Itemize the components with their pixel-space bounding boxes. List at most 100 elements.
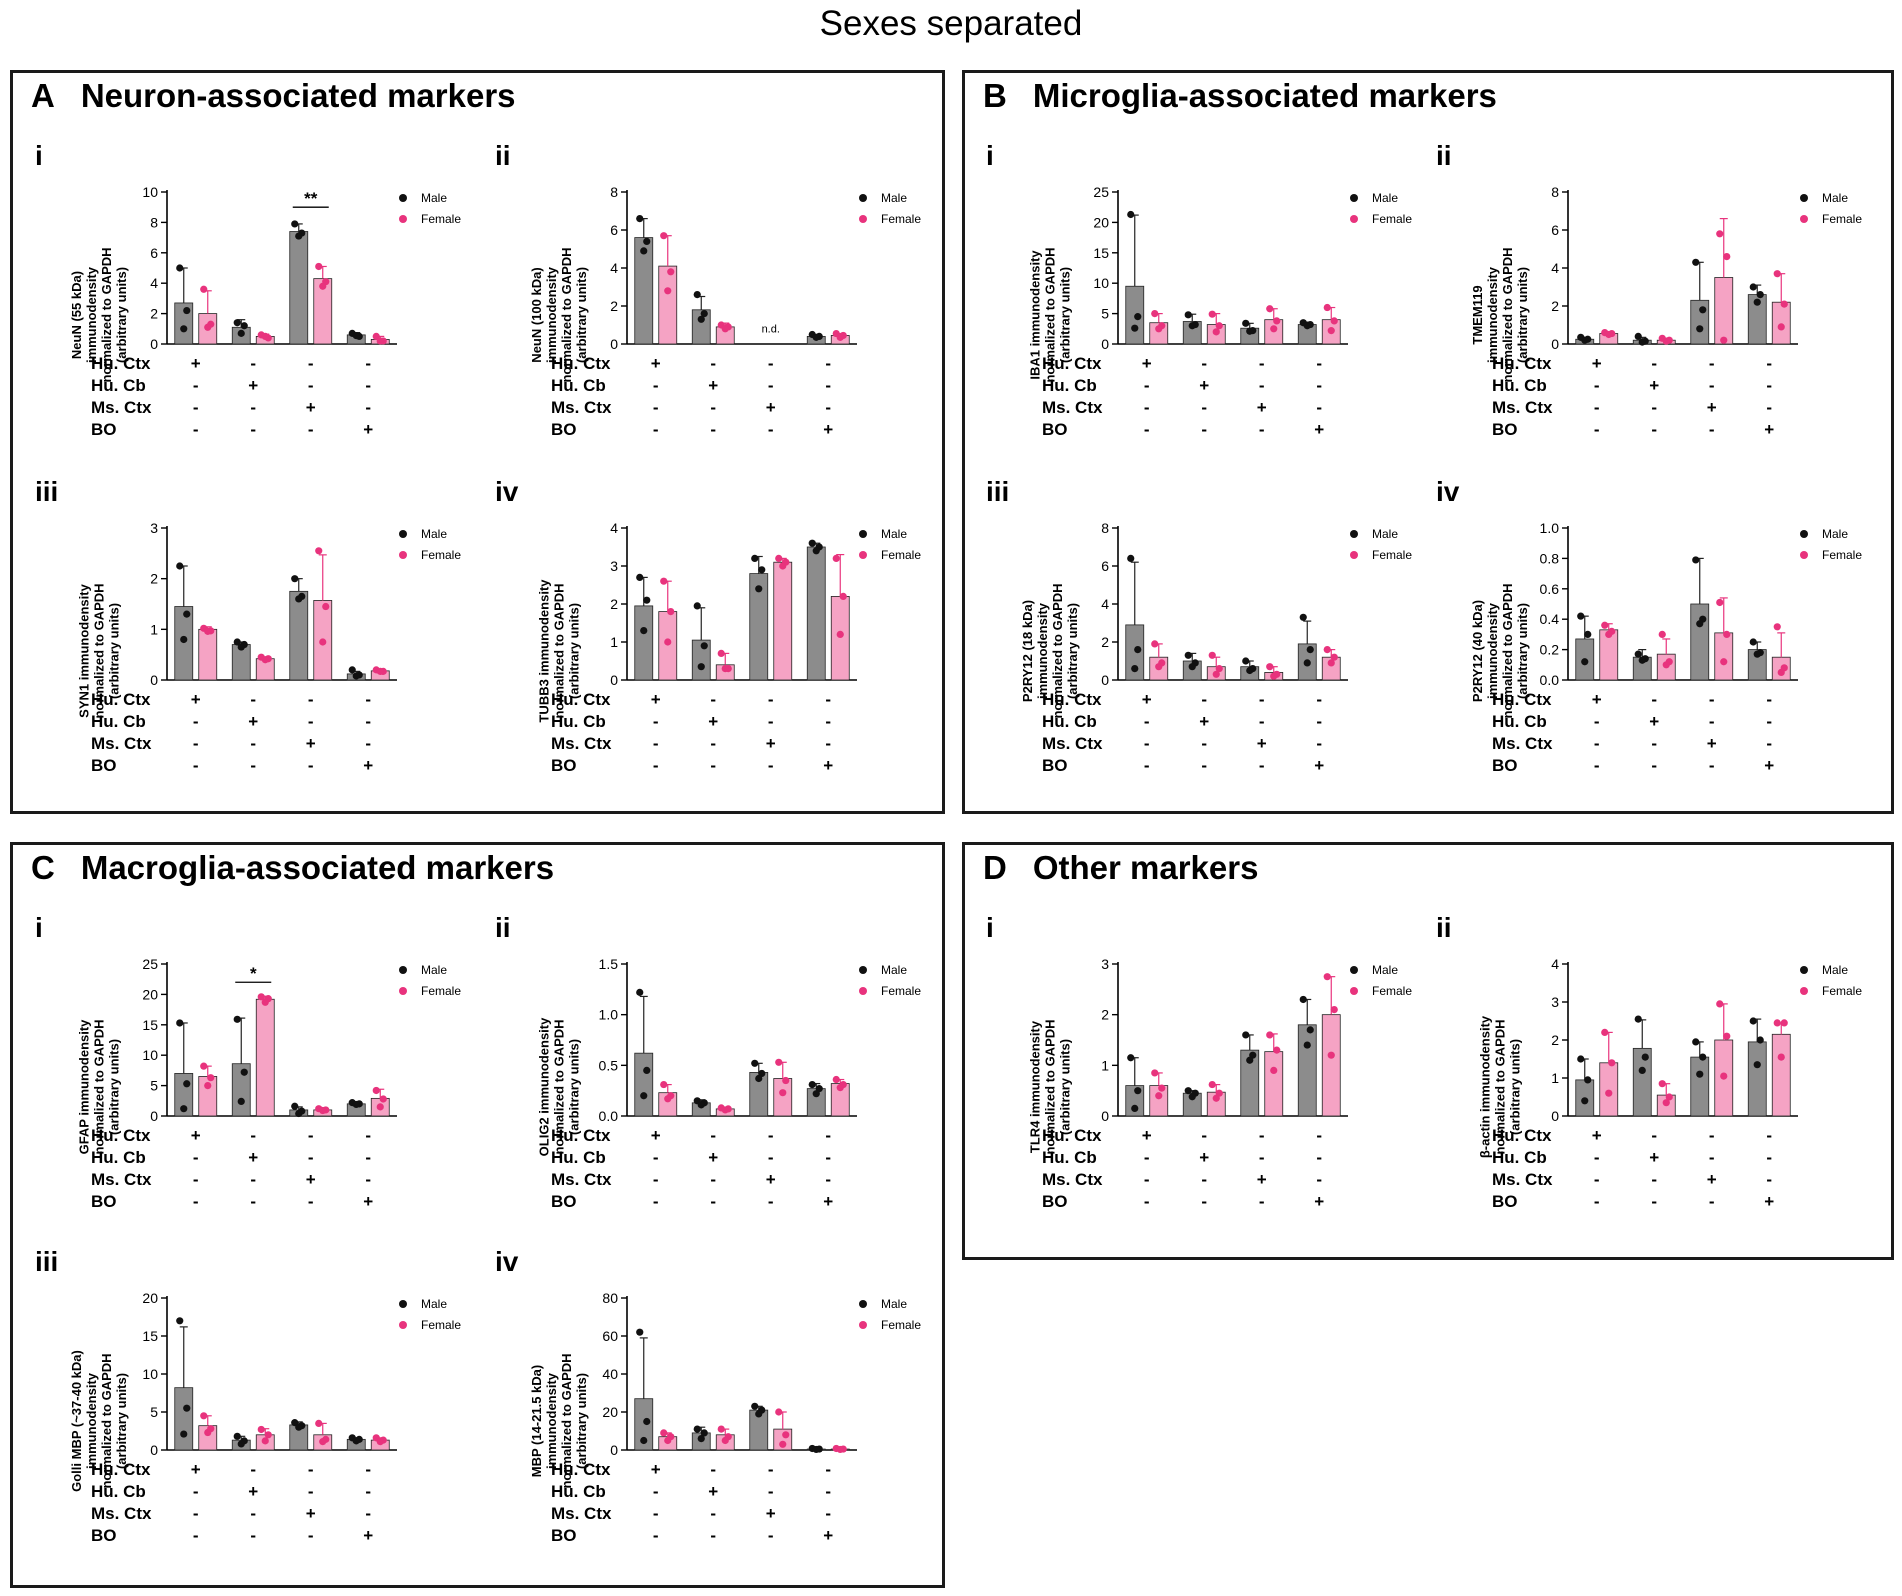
female-data-point	[1208, 651, 1216, 659]
female-data-point	[1773, 623, 1781, 631]
male-bar	[1690, 603, 1710, 681]
y-tick-label: 0	[1101, 1108, 1109, 1124]
condition-marker: -	[1651, 1126, 1658, 1145]
male-data-point	[176, 1317, 184, 1325]
condition-marker: -	[767, 1460, 774, 1479]
legend-female: Female	[1350, 213, 1412, 234]
condition-marker: +	[1649, 1148, 1660, 1167]
female-data-point	[664, 287, 672, 295]
condition-marker: -	[1316, 376, 1323, 395]
condition-label: BO	[1042, 420, 1068, 439]
condition-marker: +	[1706, 398, 1717, 417]
female-dot-icon	[1800, 215, 1808, 223]
legend-label: Female	[1822, 548, 1863, 562]
legend-label: Male	[421, 191, 448, 205]
female-dot-icon	[859, 1321, 867, 1329]
condition-marker: -	[1766, 734, 1773, 753]
chart-olig2: ii OLIG2 immunodensity normalized to GAPDH…	[495, 912, 955, 1212]
male-data-point	[636, 215, 644, 223]
female-data-point	[1158, 1084, 1166, 1092]
condition-marker: -	[1593, 1192, 1600, 1211]
condition-marker: +	[190, 354, 201, 373]
condition-marker: -	[1316, 712, 1323, 731]
male-data-point	[758, 566, 766, 574]
condition-marker: +	[708, 376, 719, 395]
female-bar	[1771, 301, 1791, 345]
condition-marker: +	[823, 1526, 834, 1545]
condition-label: Ms. Ctx	[91, 734, 152, 753]
condition-label: Ms. Ctx	[551, 398, 612, 417]
condition-marker: +	[823, 756, 834, 775]
male-data-point	[180, 325, 188, 333]
condition-marker: -	[1651, 734, 1658, 753]
condition-marker: -	[1201, 420, 1208, 439]
female-data-point	[1662, 337, 1670, 345]
male-data-point	[1127, 554, 1135, 562]
condition-marker: -	[307, 1126, 314, 1145]
condition-row: Hu. Ctx + - - -	[1492, 1126, 1892, 1148]
condition-marker: +	[363, 756, 374, 775]
condition-marker: -	[365, 376, 372, 395]
condition-label: Ms. Ctx	[1492, 1170, 1553, 1189]
male-data-point	[812, 1445, 820, 1454]
condition-marker: +	[1314, 756, 1325, 775]
male-data-point	[176, 1019, 184, 1027]
condition-marker: -	[1143, 420, 1150, 439]
female-data-point	[376, 667, 384, 675]
condition-marker: -	[652, 1192, 659, 1211]
condition-label: Hu. Ctx	[551, 1126, 611, 1145]
male-bar	[1690, 1056, 1710, 1117]
male-data-point	[1184, 1087, 1192, 1095]
condition-row: Ms. Ctx - - + -	[91, 1170, 491, 1192]
male-data-point	[233, 319, 241, 327]
legend-male: Male	[859, 192, 921, 213]
male-data-point	[183, 610, 191, 618]
chart-tubb3: iv TUBB3 immunodensity normalized to GAPDH…	[495, 476, 955, 776]
female-data-point	[1327, 1051, 1335, 1059]
condition-marker: -	[825, 690, 832, 709]
y-tick-label: 0	[610, 672, 618, 688]
legend: Male Female	[1350, 192, 1412, 234]
male-data-point	[1246, 666, 1254, 675]
panel-title: Other markers	[1032, 849, 1259, 886]
legend-label: Female	[421, 984, 462, 998]
condition-marker: -	[652, 1504, 659, 1523]
y-tick-label: 8	[1101, 520, 1109, 536]
y-tick-label: 20	[142, 1290, 158, 1306]
male-data-point	[1581, 336, 1589, 344]
male-bar	[174, 1387, 194, 1451]
condition-marker: -	[250, 1504, 257, 1523]
female-dot-icon	[859, 215, 867, 223]
condition-marker: +	[1256, 734, 1267, 753]
y-tick-label: 4	[150, 275, 158, 291]
condition-marker: -	[192, 1192, 199, 1211]
condition-marker: -	[307, 1192, 314, 1211]
male-data-point	[1692, 556, 1700, 564]
condition-label: Hu. Ctx	[551, 1460, 611, 1479]
subpanel-label: iv	[495, 476, 519, 507]
female-data-point	[200, 285, 208, 293]
female-data-point	[836, 1084, 844, 1092]
condition-marker: -	[825, 1126, 832, 1145]
condition-marker: -	[365, 1482, 372, 1501]
condition-row: Hu. Ctx + - - -	[1042, 354, 1442, 376]
male-bar	[1297, 1024, 1317, 1117]
condition-marker: -	[825, 1148, 832, 1167]
condition-marker: -	[1708, 756, 1715, 775]
condition-marker: +	[1314, 420, 1325, 439]
female-data-point	[1266, 1031, 1274, 1039]
condition-marker: -	[1316, 690, 1323, 709]
condition-marker: +	[1591, 690, 1602, 709]
y-tick-label: 0.8	[1540, 550, 1560, 566]
female-dot-icon	[859, 551, 867, 559]
condition-row: Hu. Ctx + - - -	[551, 1460, 951, 1482]
female-data-point	[1605, 330, 1613, 339]
y-tick-label: 6	[150, 245, 158, 261]
condition-marker: -	[1766, 1170, 1773, 1189]
male-data-point	[693, 291, 701, 299]
male-dot-icon	[1350, 194, 1358, 202]
condition-marker: +	[305, 734, 316, 753]
condition-marker: -	[307, 1526, 314, 1545]
condition-marker: +	[1764, 420, 1775, 439]
condition-marker: -	[307, 756, 314, 775]
